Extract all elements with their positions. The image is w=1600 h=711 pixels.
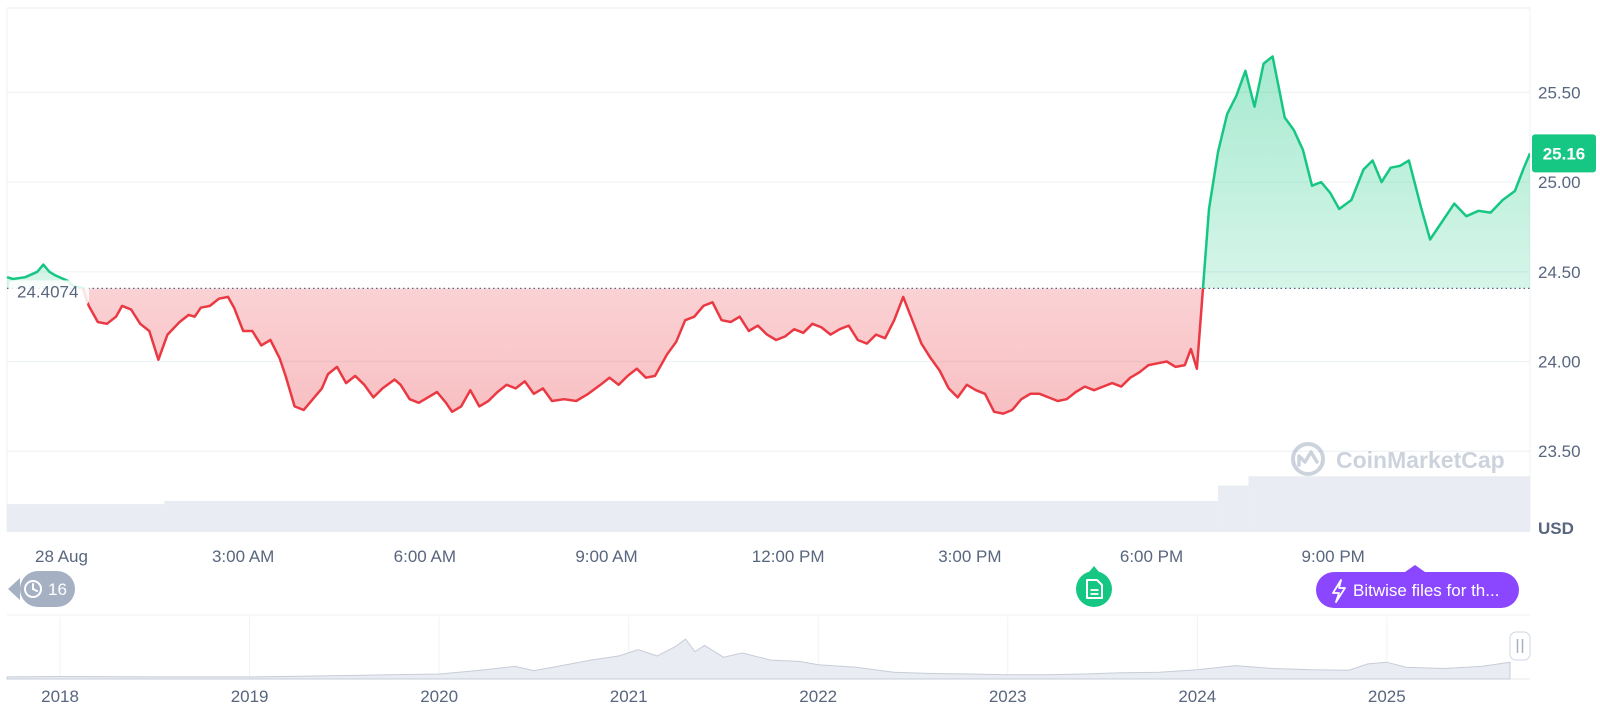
x-tick-label: 28 Aug (35, 547, 88, 566)
y-tick-label: 24.00 (1538, 353, 1581, 372)
price-line-up (6, 55, 1530, 289)
y-axis: 23.50 24.00 24.50 25.00 25.50 (1538, 83, 1581, 461)
lightning-icon (1332, 579, 1346, 603)
volume-bars (7, 476, 1530, 532)
navigator-year-label: 2025 (1368, 687, 1406, 706)
y-tick-label: 23.50 (1538, 442, 1581, 461)
navigator-year-label: 2024 (1178, 687, 1216, 706)
volume-bar (7, 504, 165, 532)
area-fill-above-baseline (7, 56, 1530, 289)
current-price-tag: 25.16 (1532, 134, 1596, 173)
current-price-text: 25.16 (1543, 144, 1586, 163)
x-tick-label: 3:00 PM (938, 547, 1001, 566)
navigator-year-label: 2021 (610, 687, 648, 706)
range-navigator[interactable]: 2018 2019 2020 2021 2022 2023 2024 2025 (6, 614, 1531, 706)
history-badge-count: 16 (48, 580, 67, 599)
x-tick-label: 3:00 AM (212, 547, 274, 566)
navigator-year-label: 2019 (231, 687, 269, 706)
watermark-text: CoinMarketCap (1336, 447, 1505, 473)
navigator-year-label: 2018 (41, 687, 79, 706)
price-area-fills (7, 56, 1530, 414)
currency-label: USD (1538, 519, 1574, 538)
navigator-year-axis: 2018 2019 2020 2021 2022 2023 2024 2025 (41, 687, 1406, 706)
baseline-value-text: 24.4074 (17, 282, 78, 301)
price-line-down (78, 288, 1205, 415)
volume-bar (1248, 476, 1530, 532)
x-tick-label: 9:00 PM (1302, 547, 1365, 566)
navigator-year-label: 2023 (989, 687, 1027, 706)
y-tick-label: 24.50 (1538, 263, 1581, 282)
baseline-value-label: 24.4074 (9, 280, 89, 305)
x-tick-label: 9:00 AM (575, 547, 637, 566)
navigator-year-label: 2022 (799, 687, 837, 706)
coinmarketcap-logo-icon (1291, 442, 1325, 476)
document-event-marker[interactable] (1076, 566, 1112, 607)
x-tick-label: 12:00 PM (752, 547, 825, 566)
news-event-pill[interactable]: Bitwise files for th... (1316, 565, 1519, 608)
y-tick-label: 25.00 (1538, 173, 1581, 192)
x-tick-label: 6:00 AM (394, 547, 456, 566)
navigator-year-label: 2020 (420, 687, 458, 706)
volume-bar (164, 501, 1219, 532)
navigator-handle[interactable] (1509, 631, 1531, 661)
x-tick-label: 6:00 PM (1120, 547, 1183, 566)
history-badge[interactable]: 16 (8, 571, 75, 607)
coinmarketcap-watermark: CoinMarketCap (1291, 442, 1505, 476)
document-icon (1086, 579, 1103, 599)
news-pill-text: Bitwise files for th... (1353, 581, 1499, 600)
history-clock-icon (24, 580, 42, 598)
volume-bar (1218, 485, 1249, 532)
navigator-history-area (6, 638, 1511, 680)
y-tick-label: 25.50 (1538, 83, 1581, 102)
x-axis: 28 Aug 3:00 AM 6:00 AM 9:00 AM 12:00 PM 3:00 … (35, 547, 1365, 566)
